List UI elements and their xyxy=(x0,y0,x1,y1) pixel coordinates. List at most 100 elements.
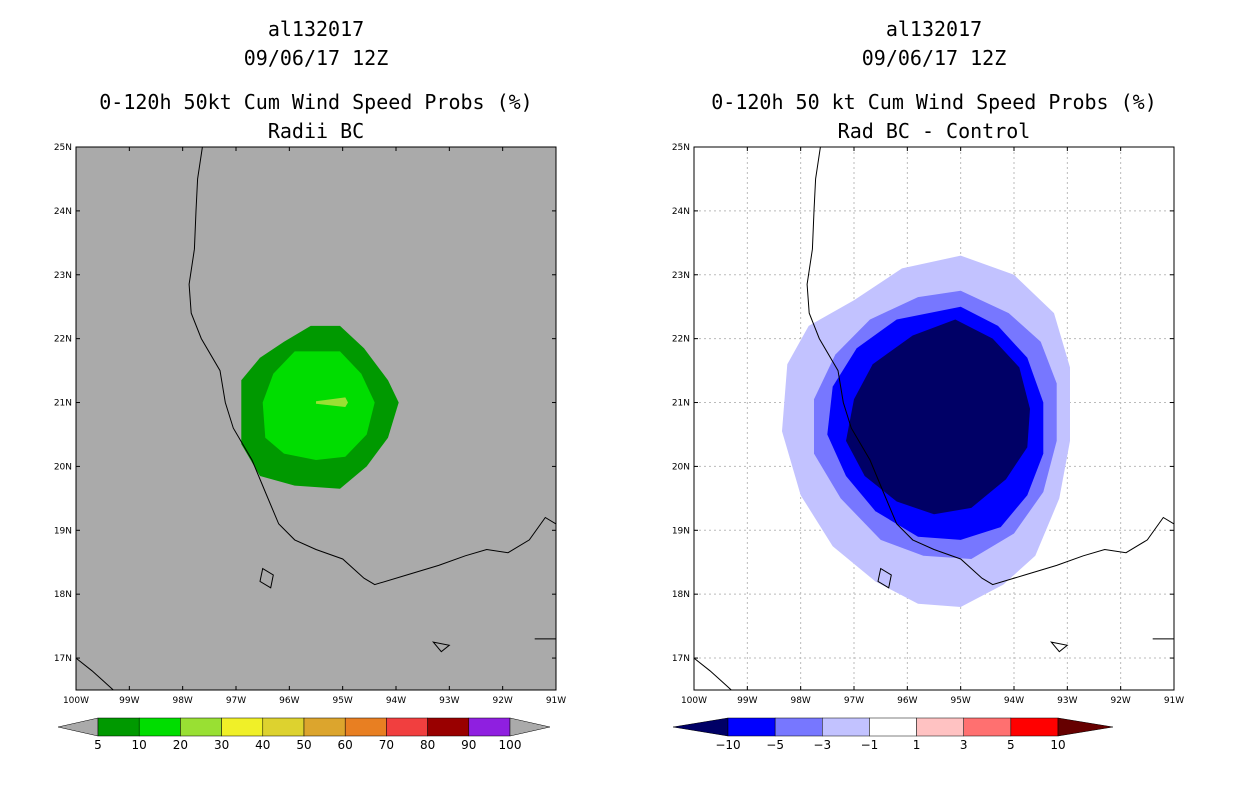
colorbar-over-triangle xyxy=(509,717,551,737)
colorbar-segment xyxy=(468,717,511,737)
x-tick-label: 95W xyxy=(950,696,970,706)
colorbar-label: 5 xyxy=(1007,738,1015,752)
lake-outline xyxy=(877,567,892,589)
colorbar-segment xyxy=(916,717,964,737)
title-line-4: Rad BC - Control xyxy=(838,119,1031,143)
x-tick-label: 99W xyxy=(737,696,757,706)
contour-below-10 xyxy=(846,319,1030,515)
colorbar-segment xyxy=(774,717,823,737)
right-panel: al132017 09/06/17 12Z 0-120h 50 kt Cum Win… xyxy=(672,17,1184,752)
colorbar-label: 10 xyxy=(132,738,147,752)
colorbar-label: 10 xyxy=(1050,738,1065,752)
x-tick-label: 98W xyxy=(172,696,192,706)
x-tick-label: 96W xyxy=(897,696,917,706)
colorbar-label: 5 xyxy=(94,738,102,752)
title-line-4: Radii BC xyxy=(268,119,364,143)
x-tick-label: 92W xyxy=(1110,696,1130,706)
x-tick-label: 94W xyxy=(1004,696,1024,706)
y-tick-label: 18N xyxy=(54,590,72,600)
x-tick-label: 91W xyxy=(546,696,566,706)
coastline-southwest xyxy=(76,657,114,690)
title-line-1: al132017 xyxy=(268,17,364,41)
x-tick-label: 98W xyxy=(790,696,810,706)
colorbar-segment xyxy=(138,717,181,737)
y-tick-label: 24N xyxy=(54,207,72,217)
colorbar-label: −3 xyxy=(813,738,831,752)
y-tick-label: 23N xyxy=(54,271,72,281)
x-tick-label: 100W xyxy=(681,696,707,706)
colorbar-segment xyxy=(262,717,305,737)
x-tick-label: 97W xyxy=(226,696,246,706)
x-tick-label: 93W xyxy=(439,696,459,706)
lake-outline-2 xyxy=(432,641,451,653)
x-tick-label: 94W xyxy=(386,696,406,706)
x-tick-label: 96W xyxy=(279,696,299,706)
map-frame xyxy=(693,146,1175,691)
left-panel: al132017 09/06/17 12Z 0-120h 50kt Cum Wind… xyxy=(54,17,566,752)
colorbar-label: 1 xyxy=(913,738,921,752)
colorbar-under-triangle xyxy=(672,717,729,737)
colorbar-label: 70 xyxy=(379,738,394,752)
colorbar-segment xyxy=(869,717,917,737)
y-tick-label: 25N xyxy=(54,143,72,153)
colorbar-segment xyxy=(963,717,1012,737)
x-tick-label: 99W xyxy=(119,696,139,706)
colorbar-label: 80 xyxy=(420,738,435,752)
map-content xyxy=(76,147,556,690)
colorbar-segment xyxy=(180,717,222,737)
y-tick-label: 22N xyxy=(672,335,690,345)
title-line-3: 0-120h 50 kt Cum Wind Speed Probs (%) xyxy=(711,90,1157,114)
y-tick-label: 18N xyxy=(672,590,690,600)
colorbar-label: 100 xyxy=(499,738,522,752)
contour-20-30 xyxy=(316,397,348,407)
y-tick-label: 19N xyxy=(672,526,690,536)
title-line-1: al132017 xyxy=(886,17,982,41)
colorbar-label: −5 xyxy=(766,738,784,752)
title-line-2: 09/06/17 12Z xyxy=(244,46,389,70)
y-tick-label: 24N xyxy=(672,207,690,217)
y-tick-label: 19N xyxy=(54,526,72,536)
colorbar-segment xyxy=(97,717,140,737)
colorbar-label: 30 xyxy=(214,738,229,752)
colorbar-label: −1 xyxy=(861,738,879,752)
colorbar-label: 40 xyxy=(255,738,270,752)
y-tick-label: 17N xyxy=(672,654,690,664)
title-line-3: 0-120h 50kt Cum Wind Speed Probs (%) xyxy=(99,90,532,114)
y-tick-label: 21N xyxy=(54,399,72,409)
colorbar-label: −10 xyxy=(715,738,740,752)
y-tick-label: 17N xyxy=(54,654,72,664)
x-tick-label: 93W xyxy=(1057,696,1077,706)
y-tick-label: 21N xyxy=(672,399,690,409)
x-tick-label: 97W xyxy=(844,696,864,706)
colorbar-segment xyxy=(386,717,428,737)
coastline xyxy=(188,147,556,586)
colorbar-segment xyxy=(221,717,264,737)
colorbar-segment xyxy=(427,717,470,737)
coastline-southeast xyxy=(534,638,556,665)
colorbar-segment xyxy=(344,717,387,737)
contour-10-20 xyxy=(262,351,375,460)
colorbar-label: 20 xyxy=(173,738,188,752)
x-tick-label: 95W xyxy=(332,696,352,706)
x-tick-label: 91W xyxy=(1164,696,1184,706)
y-tick-label: 22N xyxy=(54,335,72,345)
coastline xyxy=(806,147,1174,586)
colorbar-segment xyxy=(727,717,776,737)
x-tick-label: 92W xyxy=(492,696,512,706)
map-frame xyxy=(75,146,557,691)
colorbar-segment xyxy=(822,717,870,737)
lake-outline-2 xyxy=(1050,641,1069,653)
title-line-2: 09/06/17 12Z xyxy=(862,46,1007,70)
colorbar-over-triangle xyxy=(1057,717,1114,737)
y-tick-label: 20N xyxy=(54,462,72,472)
y-tick-label: 20N xyxy=(672,462,690,472)
lake-outline xyxy=(259,567,274,589)
y-tick-label: 25N xyxy=(672,143,690,153)
map-content xyxy=(694,147,1174,690)
colorbar-label: 60 xyxy=(338,738,353,752)
y-tick-label: 23N xyxy=(672,271,690,281)
colorbar-segment xyxy=(303,717,346,737)
colorbar-label: 3 xyxy=(960,738,968,752)
colorbar-label: 50 xyxy=(296,738,311,752)
